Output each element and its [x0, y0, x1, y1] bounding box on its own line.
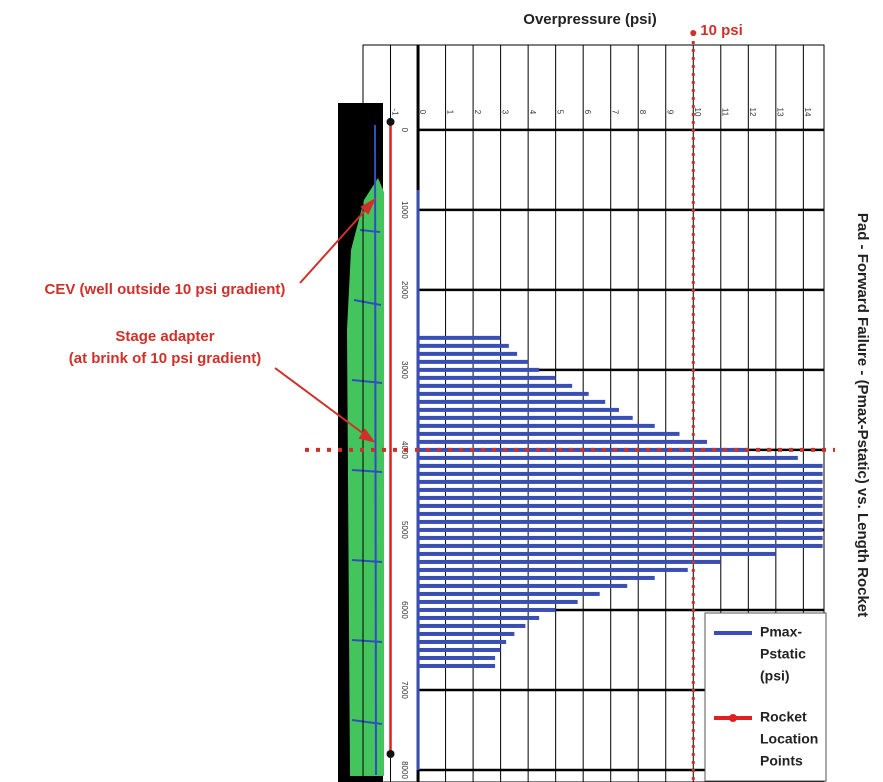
bar: [418, 407, 619, 412]
plot-frame: [362, 44, 825, 782]
annotation-arrows: [274, 197, 377, 443]
rocket: [338, 103, 384, 782]
chart-title: Pad - Forward Failure - (Pmax-Pstatic) v…: [854, 213, 871, 617]
x-tick-label: 1: [445, 110, 454, 115]
bar: [418, 383, 573, 388]
bar: [418, 655, 496, 660]
legend-label: Points: [760, 753, 803, 769]
bar: [418, 503, 823, 508]
x-tick-label: 12: [748, 108, 757, 117]
bar: [418, 455, 798, 460]
y-tick-label: 3000: [400, 361, 409, 379]
legend-label: Pstatic: [760, 646, 806, 662]
bar: [418, 663, 496, 668]
annotation: CEV (well outside 10 psi gradient): [45, 281, 286, 298]
x-axis-label: Overpressure (psi): [523, 11, 656, 28]
bar: [418, 567, 688, 572]
y-tick-label: 6000: [400, 601, 409, 619]
x-tick-label: 3: [501, 110, 510, 115]
y-tick-label: 0: [400, 128, 409, 133]
y-tick-label: 7000: [400, 681, 409, 699]
bar: [418, 511, 823, 516]
bar: [418, 335, 501, 340]
x-tick-label: 6: [583, 110, 592, 115]
x-tick-label: 0: [418, 110, 427, 115]
x-tick-label: 7: [611, 110, 620, 115]
x-tick-label: 11: [721, 108, 730, 117]
bar: [418, 343, 509, 348]
bar: [418, 551, 776, 556]
legend-label: (psi): [760, 668, 790, 684]
bar: [418, 607, 556, 612]
x-tick-label: 14: [803, 108, 812, 117]
bar: [418, 623, 526, 628]
bar: [418, 559, 721, 564]
bar: [418, 583, 628, 588]
bar: [418, 495, 823, 500]
bar: [418, 535, 823, 540]
bar: [418, 615, 540, 620]
x-tick-label: -1: [390, 108, 399, 116]
legend: Pmax- Pstatic (psi) Rocket Location Points: [704, 612, 827, 782]
bar: [418, 431, 680, 436]
bar: [418, 543, 823, 548]
reference-dot: [690, 30, 697, 36]
bar: [418, 399, 606, 404]
bar: [418, 359, 529, 364]
annotation: Stage adapter: [115, 328, 214, 345]
x-tick-label: 10: [693, 108, 702, 117]
legend-swatch: [729, 714, 737, 722]
legend-label: Location: [760, 731, 818, 747]
bar: [418, 463, 823, 468]
annotation: (at brink of 10 psi gradient): [69, 350, 262, 367]
y-tick-label: 2000: [400, 281, 409, 299]
bar: [418, 487, 823, 492]
bar: [418, 415, 633, 420]
y-tick-label: 8000: [400, 761, 409, 779]
bar: [418, 519, 823, 524]
bar: [418, 423, 655, 428]
bar: [418, 647, 501, 652]
bar: [418, 591, 600, 596]
bar: [418, 575, 655, 580]
bar: [418, 367, 540, 372]
bar: [418, 631, 515, 636]
x-tick-label: 2: [473, 110, 482, 115]
bar: [418, 527, 823, 532]
bar: [418, 351, 518, 356]
rocket-point: [386, 749, 395, 758]
y-tick-label: 5000: [400, 521, 409, 539]
bar: [418, 471, 823, 476]
x-tick-label: 5: [556, 110, 565, 115]
reference-label: 10 psi: [700, 22, 743, 39]
bar: [418, 375, 556, 380]
bar: [418, 639, 507, 644]
x-tick-label: 13: [776, 108, 785, 117]
legend-label: Rocket: [760, 709, 807, 725]
legend-label: Pmax-: [760, 624, 802, 640]
rocket-point: [386, 117, 395, 126]
x-tick-label: 9: [666, 110, 675, 115]
bar: [418, 439, 708, 444]
bar: [418, 391, 589, 396]
bar: [418, 479, 823, 484]
y-tick-label: 1000: [400, 201, 409, 219]
bar: [418, 599, 578, 604]
x-tick-label: 8: [638, 110, 647, 115]
x-tick-label: 4: [528, 110, 537, 115]
